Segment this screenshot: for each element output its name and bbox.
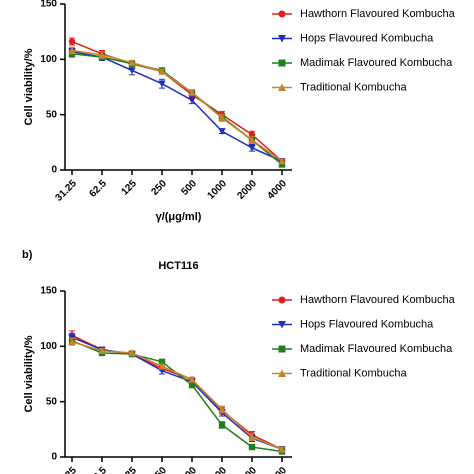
x-tick-label: 125 xyxy=(119,465,139,474)
x-axis-title: γ/(μg/ml) xyxy=(156,211,202,223)
x-tick-label: 4000 xyxy=(265,178,289,202)
data-point xyxy=(278,445,286,453)
data-point xyxy=(248,443,256,451)
legend-label: Hawthorn Flavoured Kombucha xyxy=(300,294,456,306)
legend-label: Hops Flavoured Kombucha xyxy=(300,32,434,44)
data-point xyxy=(188,381,196,389)
x-tick-label: 62.5 xyxy=(87,465,109,474)
x-tick-label: 1000 xyxy=(205,178,229,202)
legend-label: Traditional Kombucha xyxy=(300,81,407,93)
x-tick-label: 31.25 xyxy=(54,178,80,204)
y-tick-label: 0 xyxy=(51,452,57,463)
x-tick-label: 125 xyxy=(119,178,139,198)
x-tick-label: 250 xyxy=(149,178,169,198)
legend-marker xyxy=(278,83,286,91)
y-tick-label: 100 xyxy=(40,341,57,352)
series-line xyxy=(71,49,283,162)
chart-title: HCT116 xyxy=(158,260,198,272)
y-tick-label: 150 xyxy=(40,286,57,297)
data-point xyxy=(98,51,106,59)
legend-marker xyxy=(278,59,286,67)
legend-label: Hawthorn Flavoured Kombucha xyxy=(300,8,456,20)
data-point xyxy=(248,136,256,144)
data-point xyxy=(98,347,106,354)
series-line xyxy=(71,50,283,162)
y-tick-label: 100 xyxy=(40,54,57,65)
x-tick-label: 2000 xyxy=(235,178,259,202)
data-point xyxy=(188,88,196,96)
data-point xyxy=(128,67,136,75)
legend-label: Madimak Flavoured Kombucha xyxy=(300,343,453,355)
legend-marker xyxy=(278,10,286,18)
data-point xyxy=(128,349,136,357)
data-point xyxy=(218,128,226,135)
data-point xyxy=(248,144,256,152)
legend-marker xyxy=(278,345,286,353)
x-tick-label: 1000 xyxy=(205,465,229,474)
legend-marker xyxy=(278,35,286,43)
data-point xyxy=(158,358,166,366)
x-tick-label: 250 xyxy=(149,465,169,474)
panel-label: b) xyxy=(22,249,33,261)
data-point xyxy=(158,80,166,88)
data-point xyxy=(158,362,166,370)
data-point xyxy=(248,433,256,441)
data-point xyxy=(188,375,196,383)
data-point xyxy=(68,46,76,54)
legend-marker xyxy=(278,296,286,304)
legend-label: Traditional Kombucha xyxy=(300,367,407,379)
data-point xyxy=(188,97,196,104)
data-point xyxy=(68,338,76,346)
data-point xyxy=(218,114,226,122)
data-point xyxy=(218,405,226,413)
x-tick-label: 500 xyxy=(179,178,199,198)
x-tick-label: 62.5 xyxy=(87,178,109,200)
x-tick-label: 500 xyxy=(179,465,199,474)
y-tick-label: 150 xyxy=(40,0,57,10)
series-line xyxy=(71,341,283,450)
y-tick-label: 50 xyxy=(46,109,58,120)
x-tick-label: 4000 xyxy=(265,465,289,474)
y-axis-title: Cell viability/% xyxy=(23,335,35,412)
y-tick-label: 0 xyxy=(51,165,57,176)
legend-label: Hops Flavoured Kombucha xyxy=(300,318,434,330)
data-point xyxy=(68,38,76,45)
y-tick-label: 50 xyxy=(46,396,58,407)
data-point xyxy=(278,157,286,165)
x-tick-label: 2000 xyxy=(235,465,259,474)
data-point xyxy=(128,58,136,66)
legend-marker xyxy=(278,321,286,329)
x-tick-label: 31.25 xyxy=(54,465,80,474)
legend-label: Madimak Flavoured Kombucha xyxy=(300,57,453,69)
legend-marker xyxy=(278,369,286,377)
data-point xyxy=(158,67,166,75)
y-axis-title: Cell viability/% xyxy=(23,48,35,125)
data-point xyxy=(248,131,256,138)
data-point xyxy=(218,421,226,429)
